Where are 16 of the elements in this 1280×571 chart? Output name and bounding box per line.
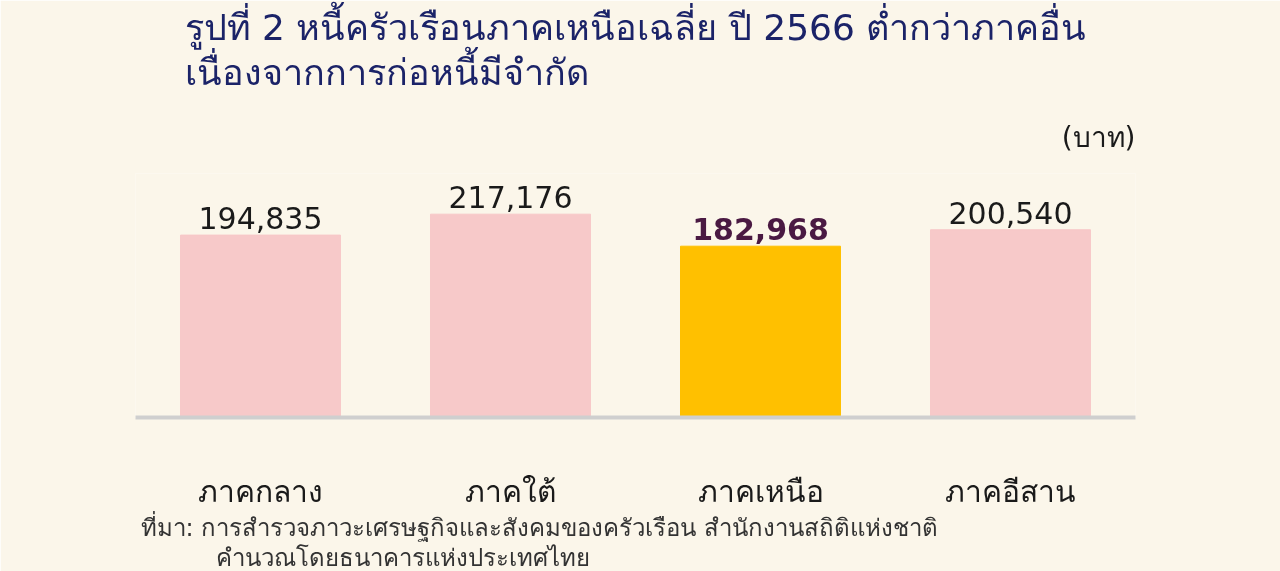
x-tick-label: ภาคอีสาน <box>945 473 1076 509</box>
data-label: 182,968 <box>692 212 829 248</box>
x-tick-label: ภาคใต้ <box>465 473 556 509</box>
bar <box>930 229 1091 418</box>
x-tick-label: ภาคกลาง <box>198 473 323 509</box>
data-label: 217,176 <box>448 180 573 216</box>
bar <box>180 234 341 418</box>
bar <box>680 245 841 418</box>
text: คำนวณโดยธนาคารแห่งประเทศไทย <box>215 543 590 571</box>
data-label: 194,835 <box>198 201 323 237</box>
chart-title: รูปที่ 2 หนี้ครัวเรือนภาคเหนือเฉลี่ย ปี 2566 ต่ำกว่าภาคอื่น เนื่องจากการก่อหนี้มีจำกัด <box>184 1 1087 94</box>
y-axis-title: (บาท) <box>1061 120 1136 154</box>
data-label: 200,540 <box>948 195 1073 231</box>
text: ที่มา: การสำรวจภาวะเศรษฐกิจและสังคมของครัวเรือน สำนักงานสถิติแห่งชาติ <box>140 510 938 542</box>
x-tick-label: ภาคเหนือ <box>697 473 824 509</box>
bar <box>430 213 591 418</box>
